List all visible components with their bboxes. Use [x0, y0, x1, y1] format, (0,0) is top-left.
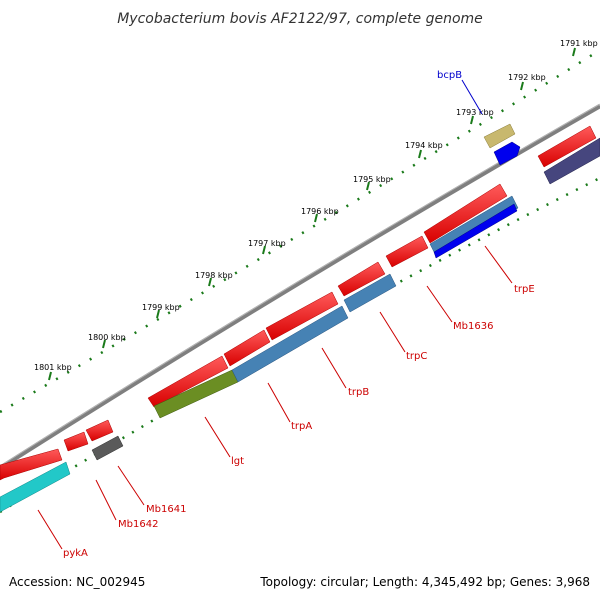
kbp-major-tick — [418, 149, 422, 159]
kbp-label: 1793 kbp — [456, 108, 494, 117]
gene-label-pykA[interactable]: pykA — [63, 548, 88, 559]
gene-label-trpE[interactable]: trpE — [514, 284, 535, 295]
gene-feature-bar[interactable] — [63, 431, 89, 452]
kbp-label: 1794 kbp — [405, 141, 443, 150]
kbp-labels: 1791 kbp 1792 kbp 1793 kbp 1794 kbp 1795… — [34, 39, 598, 372]
kbp-ruler-major-ticks — [48, 47, 576, 381]
kbp-label: 1796 kbp — [301, 207, 339, 216]
gene-label-Mb1641[interactable]: Mb1641 — [146, 504, 186, 515]
gene-label-trpB[interactable]: trpB — [348, 387, 369, 398]
kbp-major-tick — [262, 245, 266, 255]
genome-summary-text: Topology: circular; Length: 4,345,492 bp… — [259, 575, 590, 589]
gene-label-Mb1636[interactable]: Mb1636 — [453, 321, 493, 332]
gene-feature-bar[interactable] — [91, 435, 124, 461]
inner-tick-track — [0, 176, 600, 514]
kbp-major-tick — [366, 181, 370, 191]
gene-label-trpC[interactable]: trpC — [406, 351, 427, 362]
gene-label-lgt[interactable]: lgt — [231, 456, 244, 467]
kbp-major-tick — [520, 81, 524, 91]
gene-label-Mb1642[interactable]: Mb1642 — [118, 519, 158, 530]
gene-label-bcpB[interactable]: bcpB — [437, 70, 462, 81]
gene-feature-bar[interactable] — [231, 305, 349, 383]
map-title: Mycobacterium bovis AF2122/97, complete … — [117, 11, 483, 27]
gene-feature-bar[interactable] — [0, 448, 63, 481]
kbp-label: 1801 kbp — [34, 363, 72, 372]
gene-feature-bar[interactable] — [0, 461, 71, 513]
kbp-major-tick — [314, 213, 318, 223]
kbp-major-tick — [102, 339, 106, 349]
gene-feature-bar[interactable] — [223, 329, 271, 367]
kbp-label: 1791 kbp — [560, 39, 598, 48]
kbp-label: 1800 kbp — [88, 333, 126, 342]
gene-label-leaders — [37, 79, 513, 550]
kbp-major-tick — [470, 115, 474, 125]
kbp-major-tick — [572, 47, 576, 57]
kbp-major-tick — [208, 277, 212, 287]
gene-feature-bar[interactable] — [483, 123, 516, 149]
accession-text: Accession: NC_002945 — [9, 575, 145, 589]
kbp-label: 1798 kbp — [195, 271, 233, 280]
gene-feature-bar[interactable] — [343, 273, 397, 313]
gene-feature-bar[interactable] — [423, 183, 508, 244]
kbp-label: 1795 kbp — [353, 175, 391, 184]
gene-feature-bar[interactable] — [337, 261, 386, 297]
kbp-label: 1792 kbp — [508, 73, 546, 82]
gene-feature-bar[interactable] — [85, 419, 114, 442]
gene-feature-bar[interactable] — [385, 235, 429, 268]
kbp-major-tick — [48, 371, 52, 381]
gene-feature-bar[interactable] — [433, 203, 518, 259]
gene-label-trpA[interactable]: trpA — [291, 421, 312, 432]
forward-genes — [0, 123, 597, 481]
gene-labels: bcpB trpE Mb1636 trpC trpB trpA lgt Mb16… — [63, 70, 535, 559]
gene-feature-bar[interactable] — [147, 355, 229, 408]
reverse-genes — [0, 137, 600, 513]
genome-backbone — [0, 104, 600, 470]
kbp-ruler-track — [0, 48, 600, 414]
gene-feature-bar[interactable] — [265, 291, 339, 341]
kbp-label: 1799 kbp — [142, 303, 180, 312]
kbp-major-tick — [156, 309, 160, 319]
kbp-label: 1797 kbp — [248, 239, 286, 248]
gene-feature-bar[interactable] — [493, 141, 521, 166]
gene-feature-bar[interactable] — [543, 137, 600, 185]
gene-feature-bar[interactable] — [537, 125, 597, 168]
